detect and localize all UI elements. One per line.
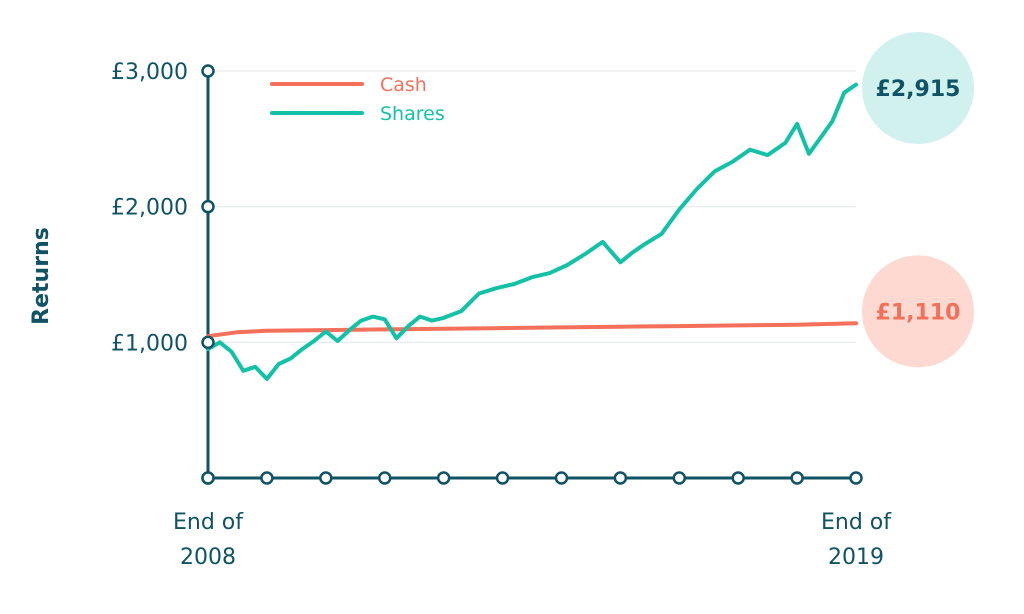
y-tick-marker — [201, 199, 215, 214]
x-tick-marker — [731, 471, 745, 485]
legend: Cash Shares — [270, 74, 445, 125]
series-lines — [206, 82, 858, 381]
end-bubble-cash — [862, 255, 974, 368]
x-tick-marker — [554, 471, 569, 485]
axis-tick-markers — [201, 64, 863, 485]
x-tick-marker — [436, 471, 451, 485]
legend-label-shares: Shares — [380, 103, 445, 125]
end-value-bubbles: £1,110 £2,915 — [862, 32, 974, 368]
y-tick-label: £1,000 — [111, 331, 188, 356]
end-value-label-shares: £2,915 — [876, 77, 961, 102]
y-tick-label: £3,000 — [111, 60, 188, 85]
x-tick-marker — [790, 471, 804, 485]
series-line-cash — [206, 321, 858, 339]
series-line-shares — [206, 82, 858, 381]
gridlines — [208, 70, 856, 343]
x-tick-label: End of 2019 — [821, 510, 892, 570]
x-tick-marker — [672, 471, 687, 485]
x-tick-marker — [201, 471, 215, 485]
legend-label-cash: Cash — [380, 74, 427, 96]
x-tick-marker — [849, 471, 863, 485]
x-tick-label: End of 2008 — [173, 510, 244, 570]
x-tick-marker — [319, 471, 333, 485]
end-bubble-shares — [862, 32, 974, 144]
y-tick-marker — [201, 64, 215, 78]
x-tick-marker — [377, 471, 392, 485]
x-tick-marker — [495, 471, 510, 485]
x-tick-marker — [613, 471, 628, 485]
y-tick-label: £2,000 — [111, 196, 188, 221]
y-axis-label: Returns — [29, 227, 54, 325]
tick-labels: £1,000 £2,000 £3,000 End of 2008 End of 2019 — [111, 60, 892, 570]
end-value-label-cash: £1,110 — [876, 300, 961, 325]
y-tick-marker — [201, 335, 215, 350]
axes — [206, 71, 856, 480]
x-tick-marker — [260, 471, 274, 485]
